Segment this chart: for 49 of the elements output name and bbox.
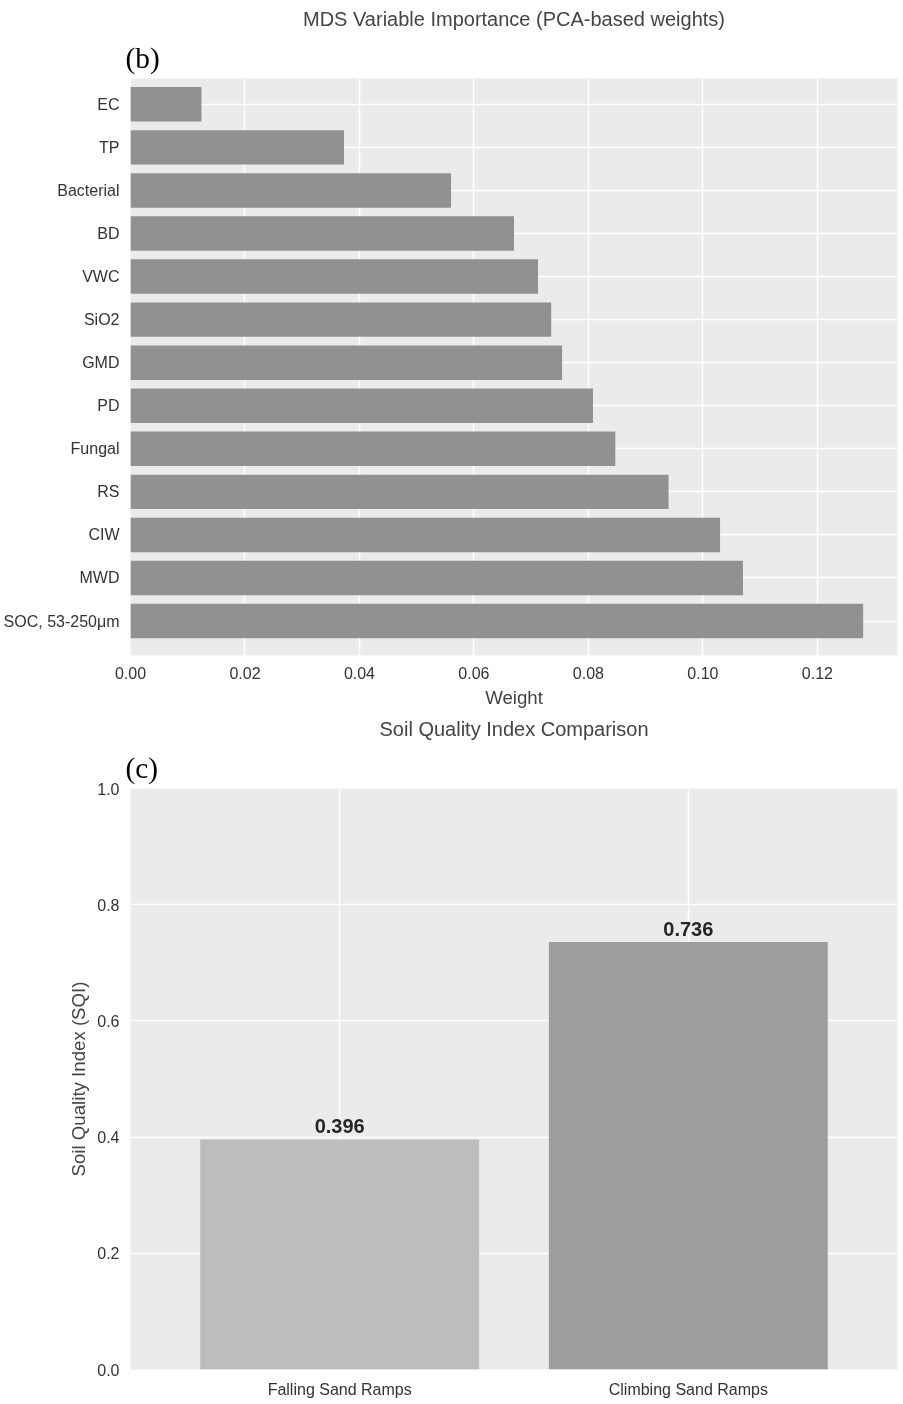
y-tick-label: GMD <box>82 354 120 372</box>
y-tick-label: VWC <box>82 268 120 286</box>
bar <box>130 216 514 251</box>
bar <box>130 388 593 423</box>
y-tick-label: SOC, 53-250μm <box>3 612 120 630</box>
x-tick-label: 0.12 <box>801 664 834 682</box>
bar <box>130 302 552 337</box>
x-axis-title: Weight <box>485 686 544 708</box>
y-tick-label: 0.8 <box>97 896 120 914</box>
bar <box>130 259 539 294</box>
y-tick-label: TP <box>99 138 120 156</box>
text: (b) <box>125 41 160 75</box>
y-tick-label: SiO2 <box>83 311 120 329</box>
y-tick-label: 0.0 <box>97 1361 120 1379</box>
bar <box>130 474 669 510</box>
bar <box>130 431 616 467</box>
bar <box>130 560 743 596</box>
x-tick-label: 0.08 <box>572 664 605 682</box>
chart-title: MDS Variable Importance (PCA-based weights) <box>302 7 726 30</box>
x-tick-label: 0.04 <box>343 664 376 682</box>
y-tick-label: MWD <box>79 569 120 587</box>
y-tick-label: EC <box>97 95 120 113</box>
x-tick-label: 0.02 <box>229 664 261 682</box>
y-tick-label: 0.4 <box>97 1129 120 1147</box>
x-tick-label: 0.00 <box>114 664 147 682</box>
data-label: 0.396 <box>314 1115 365 1138</box>
chart-title: Soil Quality Index Comparison <box>379 717 649 740</box>
y-tick-label: Fungal <box>70 440 120 458</box>
y-tick-label: RS <box>97 483 120 501</box>
bar <box>130 130 344 165</box>
y-tick-label: BD <box>97 225 120 243</box>
y-tick-label: Bacterial <box>57 181 120 199</box>
x-tick-label: 0.06 <box>458 664 490 682</box>
y-tick-label: 1.0 <box>97 780 120 798</box>
x-tick-label: 0.10 <box>687 664 719 682</box>
text: (c) <box>125 751 159 785</box>
data-label: 0.736 <box>663 917 714 940</box>
y-tick-label: 0.6 <box>97 1012 120 1030</box>
y-tick-label: 0.2 <box>97 1245 120 1263</box>
bar <box>130 517 721 553</box>
y-tick-label: CIW <box>88 526 121 544</box>
bar <box>130 603 864 639</box>
y-axis-title: Soil Quality Index (SQI) <box>68 981 90 1177</box>
bar <box>130 173 452 208</box>
x-tick-label: Falling Sand Ramps <box>267 1380 412 1398</box>
x-tick-label: Climbing Sand Ramps <box>608 1380 768 1398</box>
bar <box>130 87 202 122</box>
y-tick-label: PD <box>97 397 120 415</box>
bar <box>130 345 563 380</box>
